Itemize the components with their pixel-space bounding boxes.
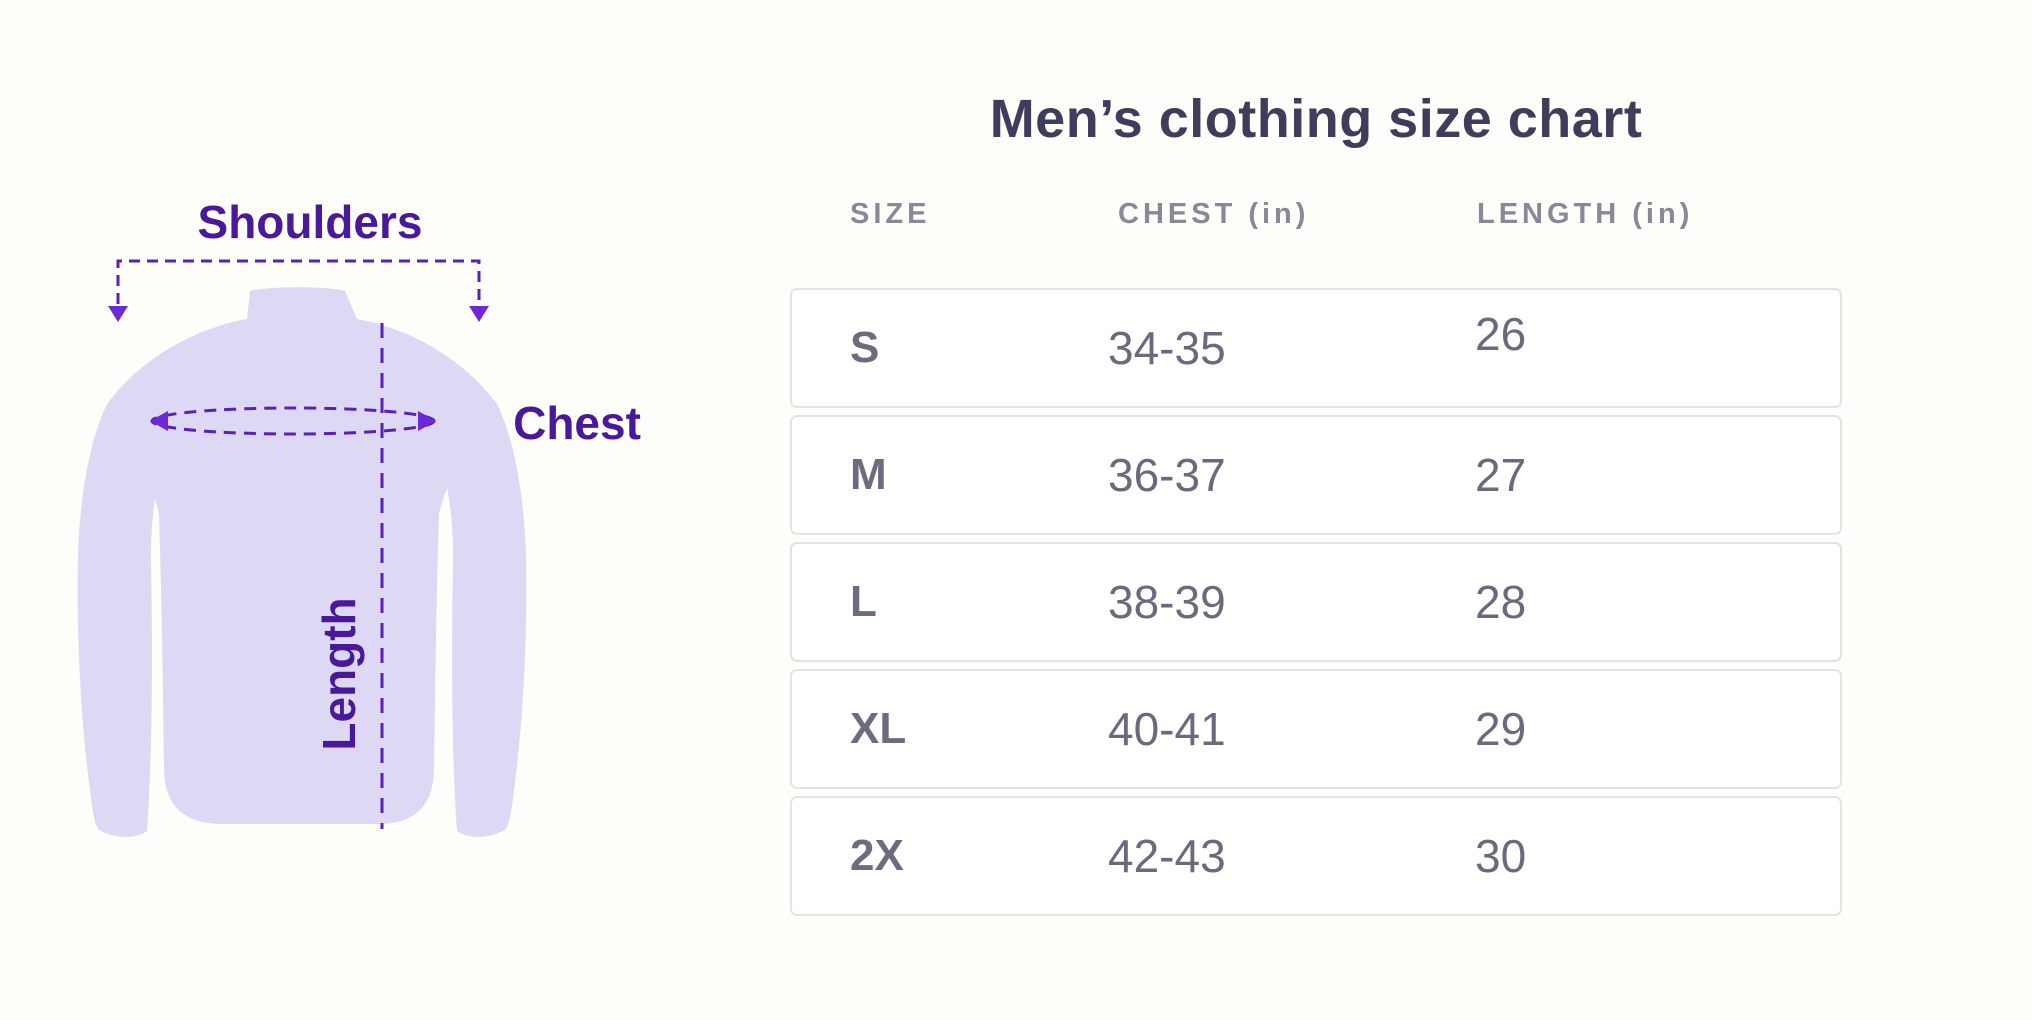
table-row: S 34-35 26 xyxy=(790,288,1842,408)
length-cell: 29 xyxy=(1475,703,1527,755)
column-header-length: LENGTH (in) xyxy=(1477,198,1694,230)
table-row: L 38-39 28 xyxy=(790,542,1842,662)
chest-label: Chest xyxy=(513,397,641,449)
chest-arrowhead-left xyxy=(150,411,168,431)
table-row: XL 40-41 29 xyxy=(790,669,1842,789)
shoulder-arrowhead-right xyxy=(469,306,489,322)
shoulders-bracket-dashes xyxy=(116,259,481,304)
table-row: M 36-37 27 xyxy=(790,415,1842,535)
chest-cell: 40-41 xyxy=(1108,703,1226,755)
size-cell: XL xyxy=(850,704,907,753)
size-cell: 2X xyxy=(850,831,904,880)
chest-arrowhead-right xyxy=(418,411,436,431)
size-cell: M xyxy=(850,450,887,499)
length-cell: 27 xyxy=(1475,449,1527,501)
shirt-right-sleeve xyxy=(435,404,527,837)
column-header-chest: CHEST (in) xyxy=(1118,198,1310,230)
shoulder-arrowhead-left xyxy=(108,306,128,322)
shoulders-label: Shoulders xyxy=(197,196,423,248)
length-label: Length xyxy=(313,597,365,751)
chest-cell: 38-39 xyxy=(1108,576,1226,628)
chest-cell: 36-37 xyxy=(1108,449,1226,501)
shirt-torso xyxy=(107,287,497,824)
table-row: 2X 42-43 30 xyxy=(790,796,1842,916)
shirt-illustration xyxy=(77,259,527,837)
page-title: Men’s clothing size chart xyxy=(989,89,1643,149)
size-cell: S xyxy=(850,323,880,372)
chest-cell: 42-43 xyxy=(1108,830,1226,882)
length-cell: 30 xyxy=(1475,830,1527,882)
chest-measure-ellipse xyxy=(150,406,436,436)
size-cell: L xyxy=(850,577,877,626)
chest-cell: 34-35 xyxy=(1108,322,1226,374)
length-cell: 26 xyxy=(1475,308,1527,360)
length-cell: 28 xyxy=(1475,576,1527,628)
column-header-size: SIZE xyxy=(850,198,931,230)
shirt-left-sleeve xyxy=(77,404,169,837)
